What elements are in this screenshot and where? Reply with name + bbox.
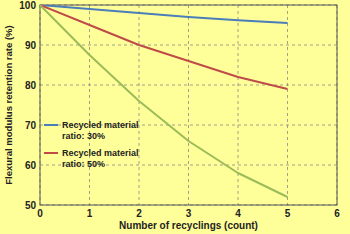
- y-tick-label: 60: [25, 160, 37, 171]
- series-line: [40, 5, 288, 197]
- y-axis-label: Flexural modulus retention rate (%): [3, 25, 14, 184]
- y-tick-label: 90: [25, 40, 37, 51]
- grid-line-x: [89, 5, 90, 205]
- y-tick-label: 70: [25, 120, 37, 131]
- legend-line: ratio: 30%: [62, 131, 105, 141]
- grid-line-y: [40, 45, 337, 46]
- legend-label: Recycled materialratio: 30%: [62, 120, 139, 141]
- plot-frame: [40, 5, 337, 205]
- y-tick-label: 50: [25, 200, 37, 211]
- grid-line-x: [287, 5, 288, 205]
- x-tick-label: 6: [334, 208, 340, 219]
- x-tick-label: 4: [235, 208, 241, 219]
- background: [0, 0, 350, 234]
- legend-line: ratio: 50%: [62, 159, 105, 169]
- legend-label: Recycled materialratio: 50%: [62, 148, 139, 169]
- grid-line-x: [139, 5, 140, 205]
- x-tick-label: 3: [186, 208, 192, 219]
- grid-line-x: [188, 5, 189, 205]
- x-tick-label: 5: [285, 208, 291, 219]
- grid-line-x: [238, 5, 239, 205]
- legend-swatch: [44, 152, 58, 154]
- x-tick-label: 0: [37, 208, 43, 219]
- legend-swatch: [44, 124, 58, 126]
- x-axis-label: Number of recyclings (count): [119, 220, 258, 231]
- y-tick-label: 80: [25, 80, 37, 91]
- legend-line: Recycled material: [62, 148, 139, 158]
- x-tick-label: 1: [87, 208, 93, 219]
- chart: 50607080901000123456Recycled materialrat…: [0, 0, 350, 234]
- series-group: [40, 5, 288, 197]
- series-line: [40, 5, 288, 89]
- y-tick-label: 100: [19, 0, 36, 11]
- x-tick-label: 2: [136, 208, 142, 219]
- legend-line: Recycled material: [62, 120, 139, 130]
